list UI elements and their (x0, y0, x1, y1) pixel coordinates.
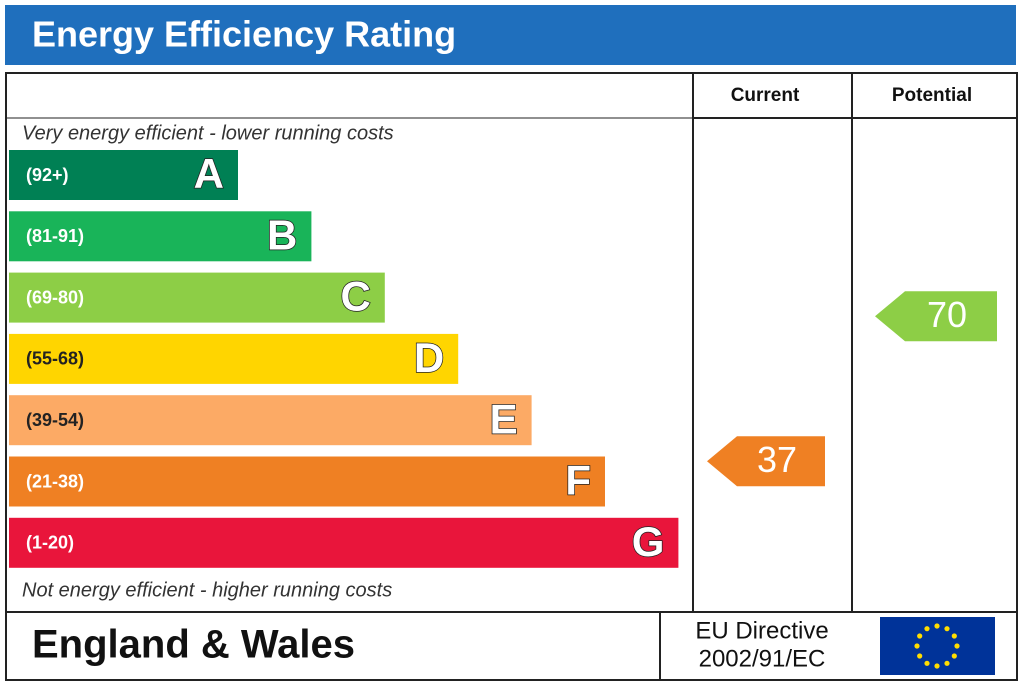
column-header: Current (731, 85, 800, 106)
band-letter: B (267, 211, 297, 258)
band-letter: C (340, 273, 370, 320)
directive: EU Directive (695, 617, 828, 644)
band-bar (9, 395, 532, 446)
band-bar (9, 272, 385, 323)
column-header: Potential (892, 85, 972, 106)
eu-star (934, 663, 940, 669)
eu-star (917, 633, 923, 639)
band-letter: G (632, 518, 665, 565)
band-range: (92+) (26, 165, 69, 185)
eu-star (924, 660, 930, 666)
eu-star (951, 633, 957, 639)
band-range: (69-80) (26, 287, 84, 307)
current-rating: 37 (757, 439, 797, 480)
eu-star (954, 643, 960, 649)
band-bar (9, 456, 605, 507)
eu-star (934, 623, 940, 629)
eu-star (944, 626, 950, 632)
eu-star (917, 653, 923, 659)
top-note: Very energy efficient - lower running co… (22, 122, 394, 144)
band-bar (9, 211, 312, 262)
bottom-note: Not energy efficient - higher running co… (22, 579, 392, 601)
band-letter: A (194, 150, 224, 197)
band-range: (1-20) (26, 533, 74, 553)
potential-rating: 70 (927, 294, 967, 335)
region: England & Wales (32, 623, 355, 667)
band-letter: D (414, 334, 444, 381)
eu-star (951, 653, 957, 659)
eu-star (914, 643, 920, 649)
eu-star (944, 660, 950, 666)
band-range: (21-38) (26, 471, 84, 491)
eu-star (924, 626, 930, 632)
potential-arrow (875, 291, 997, 342)
band-letter: E (490, 395, 518, 442)
title-bar (5, 5, 1016, 65)
band-bar (9, 517, 679, 568)
current-arrow (707, 436, 825, 487)
frame (5, 72, 1018, 681)
band-bar (9, 150, 238, 200)
directive-number: 2002/91/EC (699, 645, 826, 672)
band-bar (9, 333, 459, 384)
band-range: (39-54) (26, 410, 84, 430)
band-letter: F (565, 457, 591, 504)
band-range: (55-68) (26, 349, 84, 369)
band-range: (81-91) (26, 226, 84, 246)
title: Energy Efficiency Rating (32, 14, 456, 55)
